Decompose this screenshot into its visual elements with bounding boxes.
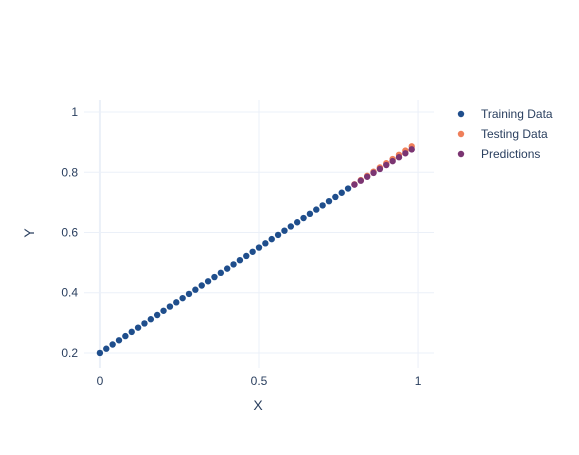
- data-point-training-data[interactable]: [243, 252, 250, 260]
- data-point-training-data[interactable]: [313, 206, 320, 213]
- data-point-training-data[interactable]: [293, 219, 301, 226]
- data-point-predictions[interactable]: [383, 161, 390, 169]
- legend: Training Data Testing Data Predictions: [457, 107, 553, 161]
- legend-marker: [457, 110, 465, 118]
- ticks-layer: 0 0.5 1 0.2 0.4 0.6 0.8 1: [61, 105, 421, 388]
- data-point-predictions[interactable]: [351, 181, 358, 188]
- data-point-training-data[interactable]: [204, 278, 212, 285]
- data-point-training-data[interactable]: [274, 231, 282, 239]
- data-point-training-data[interactable]: [223, 265, 231, 272]
- data-point-training-data[interactable]: [344, 185, 352, 192]
- legend-item-testing-data[interactable]: Testing Data: [457, 127, 548, 141]
- data-point-training-data[interactable]: [319, 202, 326, 209]
- data-point-training-data[interactable]: [332, 193, 339, 201]
- data-point-training-data[interactable]: [122, 332, 129, 340]
- legend-marker: [457, 150, 465, 158]
- x-axis-title: X: [253, 397, 263, 413]
- data-point-predictions[interactable]: [363, 173, 371, 180]
- data-point-training-data[interactable]: [268, 235, 275, 243]
- data-point-predictions[interactable]: [408, 146, 415, 153]
- points-layer: [96, 143, 415, 357]
- data-point-training-data[interactable]: [236, 256, 244, 264]
- data-point-training-data[interactable]: [306, 210, 314, 218]
- data-point-training-data[interactable]: [338, 189, 345, 196]
- y-tick-label: 1: [71, 105, 78, 119]
- legend-marker: [457, 130, 465, 138]
- data-point-predictions[interactable]: [370, 169, 377, 177]
- data-point-training-data[interactable]: [249, 248, 256, 255]
- data-point-training-data[interactable]: [153, 311, 161, 319]
- x-tick-label: 0.5: [251, 374, 268, 388]
- data-point-training-data[interactable]: [192, 286, 199, 293]
- data-point-training-data[interactable]: [103, 345, 110, 352]
- data-point-training-data[interactable]: [198, 282, 205, 289]
- data-point-training-data[interactable]: [281, 227, 288, 234]
- data-point-training-data[interactable]: [230, 261, 237, 268]
- data-point-training-data[interactable]: [217, 269, 225, 277]
- y-axis-title: Y: [21, 228, 37, 238]
- data-point-training-data[interactable]: [141, 320, 148, 327]
- data-point-training-data[interactable]: [300, 214, 307, 222]
- data-point-training-data[interactable]: [109, 341, 116, 348]
- data-point-training-data[interactable]: [179, 294, 186, 302]
- series-predictions: [351, 146, 415, 188]
- y-tick-label: 0.6: [61, 225, 78, 239]
- legend-label: Predictions: [481, 147, 540, 161]
- data-point-predictions[interactable]: [389, 157, 396, 165]
- data-point-predictions[interactable]: [395, 154, 403, 161]
- data-point-training-data[interactable]: [173, 299, 180, 306]
- data-point-training-data[interactable]: [262, 240, 269, 247]
- series-training-data: [96, 185, 352, 357]
- data-point-training-data[interactable]: [96, 349, 104, 357]
- y-tick-label: 0.2: [61, 346, 78, 360]
- data-point-training-data[interactable]: [211, 273, 218, 281]
- data-point-predictions[interactable]: [357, 177, 365, 184]
- data-point-training-data[interactable]: [325, 197, 333, 205]
- data-point-predictions[interactable]: [402, 150, 409, 157]
- data-point-predictions[interactable]: [376, 165, 384, 173]
- data-point-training-data[interactable]: [128, 328, 135, 336]
- data-point-training-data[interactable]: [287, 223, 295, 230]
- legend-item-training-data[interactable]: Training Data: [457, 107, 553, 121]
- y-tick-label: 0.8: [61, 165, 78, 179]
- data-point-training-data[interactable]: [160, 307, 167, 314]
- legend-label: Testing Data: [481, 127, 548, 141]
- data-point-training-data[interactable]: [115, 337, 123, 344]
- x-tick-label: 1: [415, 374, 422, 388]
- legend-label: Training Data: [481, 107, 553, 121]
- data-point-training-data[interactable]: [147, 316, 155, 323]
- data-point-training-data[interactable]: [166, 303, 174, 310]
- data-point-training-data[interactable]: [255, 244, 263, 251]
- data-point-training-data[interactable]: [134, 324, 142, 331]
- y-tick-label: 0.4: [61, 286, 78, 300]
- grid-layer: [84, 100, 434, 368]
- x-tick-label: 0: [97, 374, 104, 388]
- legend-item-predictions[interactable]: Predictions: [457, 147, 541, 161]
- data-point-training-data[interactable]: [185, 290, 193, 298]
